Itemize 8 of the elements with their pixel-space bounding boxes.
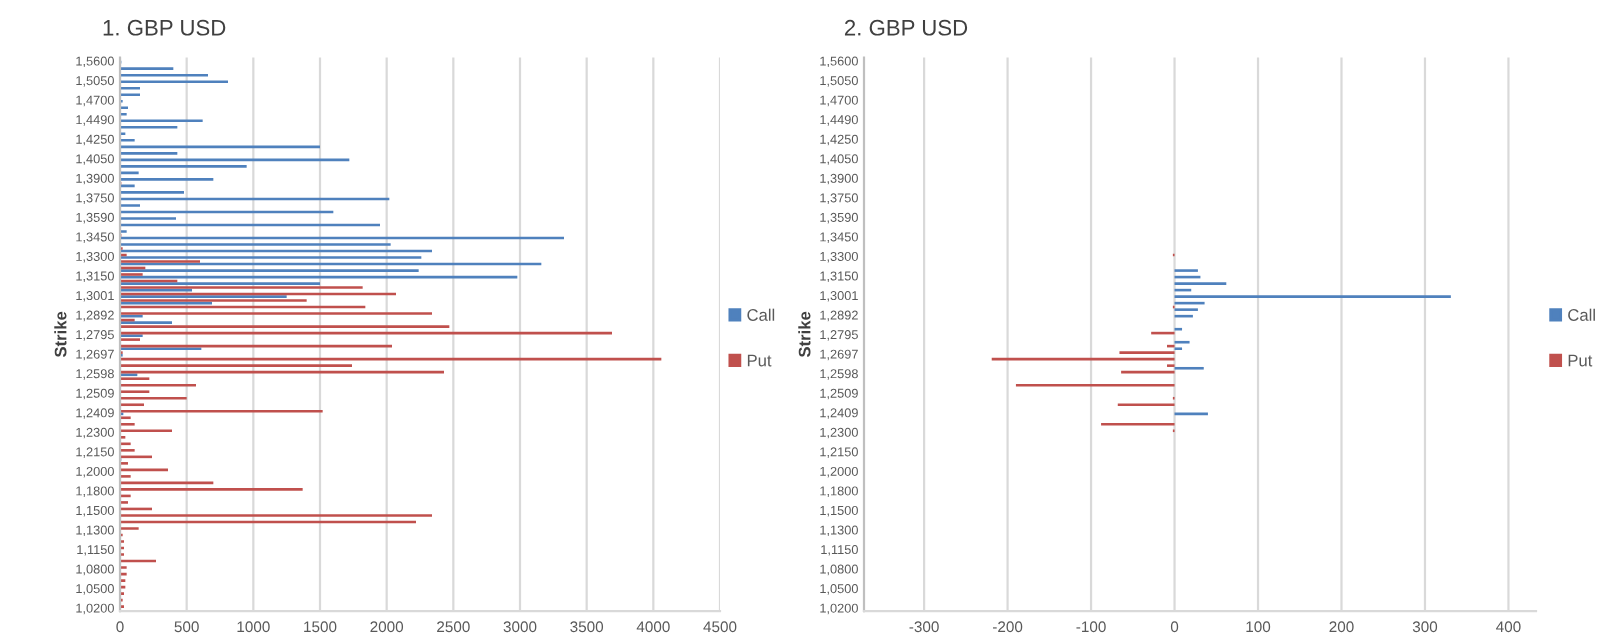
y-axis-title: Strike <box>54 311 67 358</box>
legend-label: Put <box>747 354 772 367</box>
legend-label: Call <box>747 308 775 321</box>
legend-label: Put <box>1568 354 1593 367</box>
legend-label: Call <box>1568 308 1595 321</box>
y-axis-title: Strike <box>798 311 811 358</box>
chart-title: 1. GBP USD <box>103 19 226 36</box>
chart-title: 2. GBP USD <box>844 19 968 36</box>
